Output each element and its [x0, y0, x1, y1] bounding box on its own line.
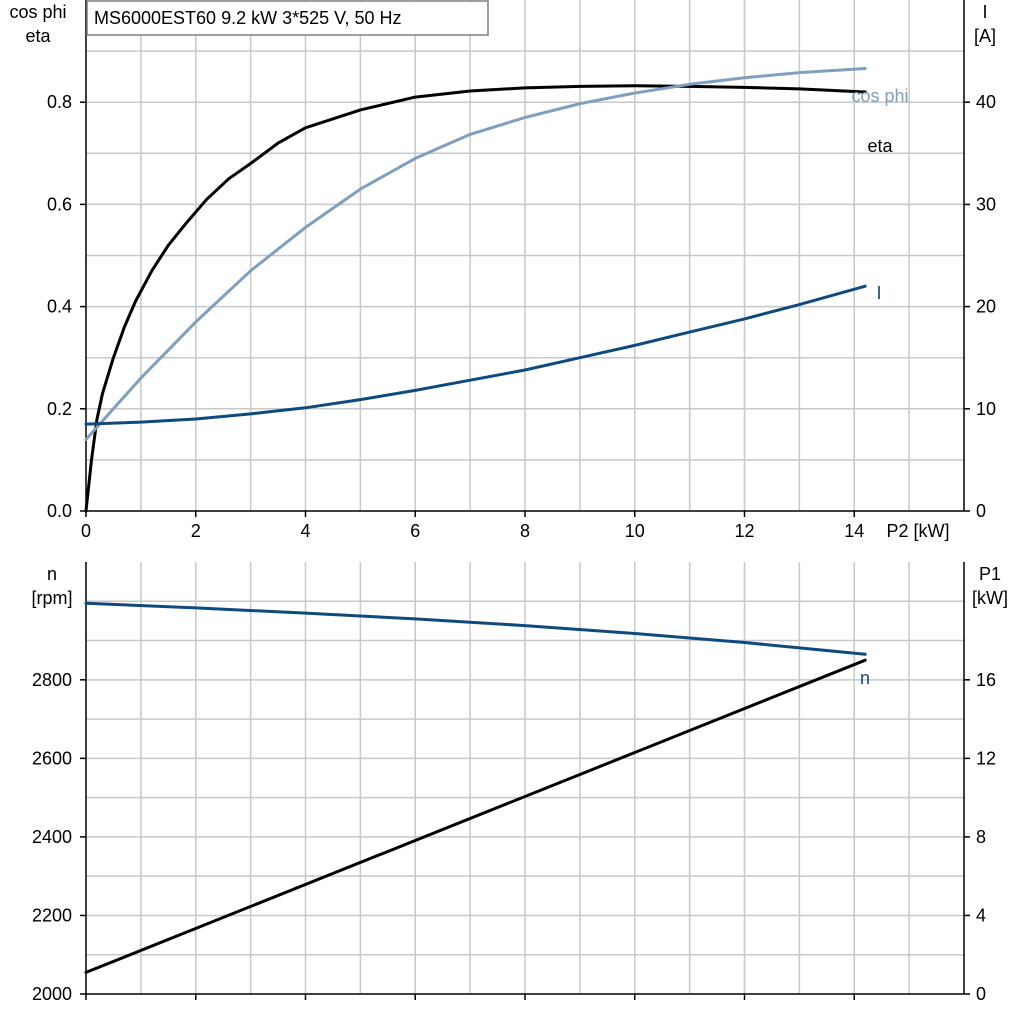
chart-title: MS6000EST60 9.2 kW 3*525 V, 50 Hz	[94, 8, 402, 28]
panel1-cos-phi-line	[84, 67, 867, 441]
panel1-right-axis-label: I	[982, 2, 987, 22]
panel1-right-axis-label: [A]	[974, 26, 996, 46]
panel1-x-tick-label: 2	[191, 521, 201, 541]
panel1-left-tick-label: 0.8	[47, 92, 72, 112]
panel2-right-tick-label: 12	[976, 748, 996, 768]
panel1-x-tick-label: 4	[300, 521, 310, 541]
panel1-left-tick-label: 0.0	[47, 501, 72, 521]
panel1-right-tick-label: 20	[976, 297, 996, 317]
panel2-left-axis-label: n	[47, 564, 57, 584]
eta-curve-label: eta	[867, 136, 893, 156]
panel1-left-tick-label: 0.4	[47, 297, 72, 317]
panel2-p1-line	[84, 658, 867, 974]
panel2-right-tick-label: 8	[976, 827, 986, 847]
panel1-x-tick-label: 6	[410, 521, 420, 541]
panel2-right-axis-label: P1	[979, 564, 1001, 584]
panel2-left-tick-label: 2000	[32, 984, 72, 1004]
panel1-right-tick-label: 30	[976, 194, 996, 214]
cos-phi-curve-label: cos phi	[851, 86, 908, 106]
panel2-left-tick-label: 2600	[32, 748, 72, 768]
panel1-x-tick-label: 0	[81, 521, 91, 541]
panel1-right-tick-label: 40	[976, 92, 996, 112]
panel2-right-tick-label: 0	[976, 984, 986, 1004]
panel2-left-tick-label: 2800	[32, 670, 72, 690]
panel2-left-axis-label: [rpm]	[31, 588, 72, 608]
current-curve-label: I	[876, 283, 881, 303]
panel1-x-tick-label: 10	[625, 521, 645, 541]
panel1-left-axis-label: cos phi	[9, 2, 66, 22]
panel1-x-axis-label: P2 [kW]	[886, 521, 949, 541]
panel1-x-tick-label: 8	[520, 521, 530, 541]
panel1-left-tick-label: 0.2	[47, 399, 72, 419]
panel1-eta-line	[84, 84, 867, 513]
panel2-left-tick-label: 2400	[32, 827, 72, 847]
panel1-x-tick-label: 14	[844, 521, 864, 541]
panel2-right-axis-label: [kW]	[972, 588, 1008, 608]
title-box	[86, 0, 489, 36]
panel1-i-line	[84, 284, 867, 426]
panel1-x-tick-label: 12	[734, 521, 754, 541]
panel1-left-tick-label: 0.6	[47, 194, 72, 214]
panel2-n-line	[84, 601, 867, 656]
panel1-right-tick-label: 10	[976, 399, 996, 419]
panel2-left-tick-label: 2200	[32, 905, 72, 925]
panel2-right-tick-label: 4	[976, 905, 986, 925]
panel1-left-axis-label: eta	[25, 26, 51, 46]
panel2-right-tick-label: 16	[976, 670, 996, 690]
panel1-right-tick-label: 0	[976, 501, 986, 521]
speed-curve-label: n	[860, 668, 870, 688]
